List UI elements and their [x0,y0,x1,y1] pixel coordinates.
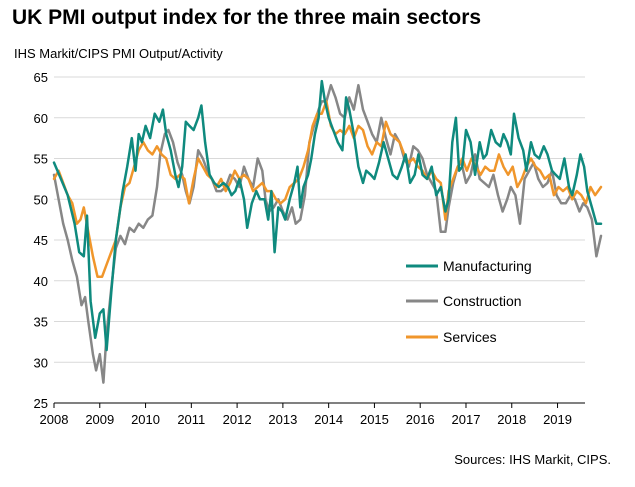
chart-subtitle: IHS Markit/CIPS PMI Output/Activity [14,46,223,61]
x-tick-label-2013: 2013 [268,412,297,427]
y-axis-ticks: 25 30 35 40 45 50 55 60 65 [34,70,48,411]
series-line-construction [52,83,603,384]
x-tick-label-2016: 2016 [406,412,435,427]
legend-label-construction: Construction [443,293,522,309]
y-tick-label-65: 65 [34,70,48,85]
y-tick-label-60: 60 [34,111,48,126]
y-tick-label-35: 35 [34,315,48,330]
x-tick-label-2008: 2008 [40,412,69,427]
y-tick-label-30: 30 [34,355,48,370]
x-tick-label-2018: 2018 [497,412,526,427]
x-tick-label-2011: 2011 [177,412,205,427]
x-tick-label-2017: 2017 [452,412,481,427]
x-axis-ticks: 2008 2009 2010 2011 2012 2013 2014 2015 2016 2017… [40,403,572,427]
legend-label-manufacturing: Manufacturing [443,258,532,274]
y-tick-label-25: 25 [34,396,48,411]
x-tick-label-2010: 2010 [131,412,160,427]
legend-label-services: Services [443,329,497,345]
y-tick-label-55: 55 [34,152,48,167]
x-tick-label-2019: 2019 [543,412,572,427]
x-tick-label-2012: 2012 [223,412,252,427]
chart-title: UK PMI output index for the three main s… [12,6,482,29]
y-tick-label-45: 45 [34,233,48,248]
series-lines [52,79,603,384]
x-tick-label-2009: 2009 [85,412,114,427]
series-line-manufacturing [52,79,603,352]
grid-lines [54,76,585,363]
y-tick-label-50: 50 [34,192,48,207]
x-tick-label-2014: 2014 [314,412,343,427]
series-line-services [52,100,603,278]
x-tick-label-2015: 2015 [360,412,389,427]
legend: Manufacturing Construction Services [406,258,532,345]
y-tick-label-40: 40 [34,274,48,289]
source-note: Sources: IHS Markit, CIPS. [454,452,611,467]
